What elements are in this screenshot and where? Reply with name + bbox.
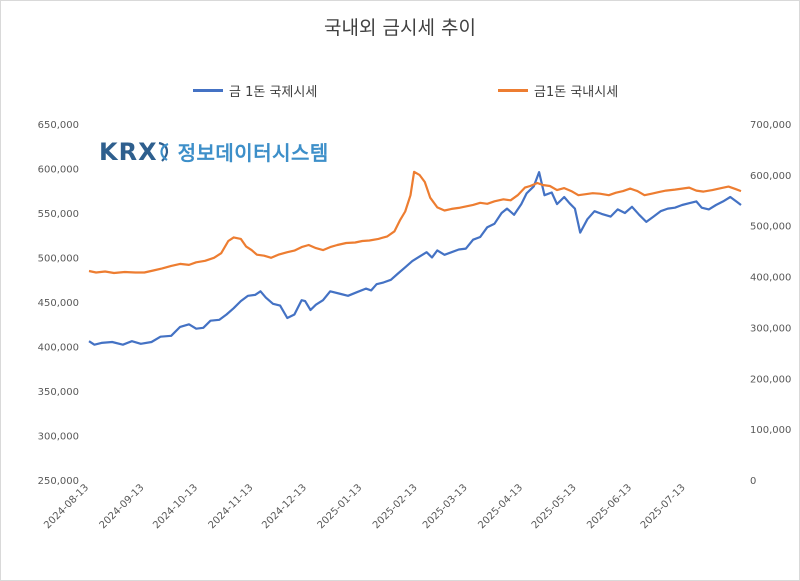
- x-tick-label: 2025-04-13: [476, 482, 525, 531]
- legend-swatch-domestic: [498, 89, 528, 92]
- legend-item-international: 금 1돈 국제시세: [193, 81, 317, 100]
- left-tick-label: 600,000: [38, 165, 79, 176]
- right-tick-label: 400,000: [750, 273, 791, 284]
- left-tick-label: 650,000: [38, 120, 79, 131]
- left-tick-label: 450,000: [38, 298, 79, 309]
- right-axis: 0 100,000 200,000 300,000 400,000 500,000 600,…: [750, 120, 791, 487]
- legend-label-international: 금 1돈 국제시세: [229, 85, 318, 100]
- right-tick-label: 200,000: [750, 374, 791, 385]
- x-axis: 2024-08-13 2024-09-13 2024-10-13 2024-11-13…: [42, 482, 688, 531]
- left-tick-label: 550,000: [38, 209, 79, 220]
- x-tick-label: 2024-09-13: [98, 482, 147, 531]
- x-tick-label: 2025-01-13: [316, 482, 365, 531]
- left-axis: 250,000 300,000 350,000 400,000 450,000 500,0…: [38, 120, 79, 487]
- legend-label-domestic: 금1돈 국내시세: [534, 85, 619, 100]
- x-tick-label: 2025-07-13: [639, 482, 688, 531]
- series-line-domestic: [88, 170, 742, 275]
- x-tick-label: 2024-10-13: [151, 482, 200, 531]
- left-tick-label: 350,000: [38, 387, 79, 398]
- right-tick-label: 600,000: [750, 171, 791, 182]
- right-tick-label: 0: [750, 476, 756, 487]
- series-lines: [88, 170, 742, 346]
- logo-swirl-icon: [158, 141, 169, 162]
- chart-title: 국내외 금시세 추이: [324, 17, 476, 39]
- x-tick-label: 2025-02-13: [371, 482, 420, 531]
- legend-item-domestic: 금1돈 국내시세: [498, 81, 618, 100]
- right-tick-label: 700,000: [750, 120, 791, 131]
- right-tick-label: 100,000: [750, 425, 791, 436]
- logo-brand: KRX: [99, 137, 158, 166]
- series-line-international: [88, 171, 742, 346]
- x-tick-label: 2025-03-13: [421, 482, 470, 531]
- x-tick-label: 2024-12-13: [260, 482, 309, 531]
- x-tick-label: 2025-05-13: [530, 482, 579, 531]
- x-tick-label: 2025-06-13: [585, 482, 634, 531]
- left-tick-label: 500,000: [38, 254, 79, 265]
- krx-logo: KRX 정보데이터시스템: [99, 137, 329, 166]
- left-tick-label: 300,000: [38, 432, 79, 443]
- right-tick-label: 300,000: [750, 323, 791, 334]
- left-tick-label: 400,000: [38, 343, 79, 354]
- right-tick-label: 500,000: [750, 222, 791, 233]
- left-tick-label: 250,000: [38, 476, 79, 487]
- x-tick-label: 2024-08-13: [42, 482, 91, 531]
- legend-swatch-international: [193, 89, 223, 92]
- logo-text: 정보데이터시스템: [177, 141, 329, 165]
- x-tick-label: 2024-11-13: [207, 482, 256, 531]
